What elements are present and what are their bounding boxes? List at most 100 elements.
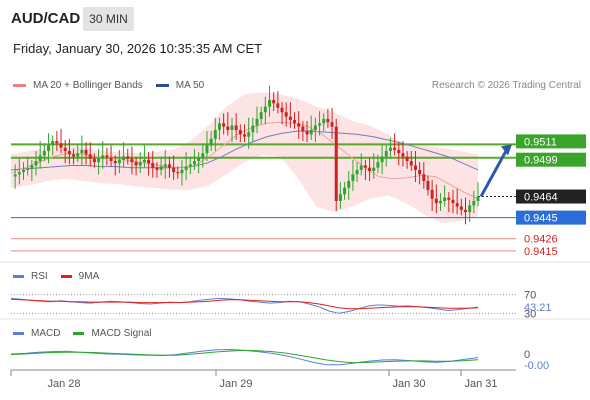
candle-body: [42, 151, 46, 156]
candle-body: [76, 153, 80, 157]
candle-body: [447, 197, 451, 200]
rsi-legend: RSI 9MA: [13, 271, 112, 282]
rsi-9ma-line: [10, 298, 479, 310]
candle-body: [388, 147, 392, 152]
candle-body: [305, 131, 309, 135]
candle-body: [426, 180, 430, 190]
rsi-swatch: [13, 275, 24, 278]
candle-body: [259, 112, 263, 119]
candle-body: [67, 151, 71, 155]
candle-body: [355, 169, 359, 175]
candle-body: [172, 167, 176, 173]
candle-body: [97, 158, 101, 163]
rsi-level-label-30: 30: [524, 308, 536, 320]
candle-body: [251, 125, 255, 133]
legend-item-9ma: 9MA: [60, 271, 100, 282]
macd-swatch: [13, 332, 24, 335]
candle-body: [255, 118, 259, 126]
macd-legend: MACD MACD Signal: [13, 328, 164, 339]
candle-body: [55, 141, 59, 144]
macd-signal-line: [10, 349, 479, 364]
price-tag-0.9511: 0.9511: [524, 136, 557, 148]
candle-body: [205, 145, 209, 154]
candle-body: [343, 187, 347, 195]
candle-body: [438, 200, 442, 204]
rsi-level-label-70: 70: [524, 290, 536, 302]
candle-body: [209, 138, 213, 146]
price-tag-bg-0.9499: [516, 152, 586, 167]
candle-body: [176, 172, 180, 174]
candle-body: [226, 126, 230, 130]
candle-body: [247, 132, 251, 137]
price-tag-0.9445: 0.9445: [524, 213, 558, 225]
legend-item-ma20: MA 20 + Bollinger Bands: [13, 80, 143, 91]
price-tag-0.9499: 0.9499: [524, 155, 558, 167]
candle-body: [184, 166, 188, 170]
price-tag-0.9464: 0.9464: [524, 192, 558, 204]
candle-body: [51, 141, 55, 146]
ma20-swatch: [13, 84, 26, 87]
candle-body: [109, 157, 113, 162]
candle-body: [243, 134, 246, 137]
x-label-jan-29: Jan 29: [219, 378, 252, 390]
candle-body: [401, 153, 405, 157]
candle-body: [122, 156, 126, 160]
candle-body: [272, 99, 276, 104]
candle-body: [293, 119, 297, 124]
candle-body: [334, 126, 338, 201]
legend-label-rsi: RSI: [31, 271, 48, 282]
candle-body: [276, 103, 280, 108]
price-tag-0.9415: 0.9415: [524, 246, 558, 258]
chart-datetime: Friday, January 30, 2026 10:35:35 AM CET: [13, 41, 263, 56]
candle-body: [117, 159, 121, 164]
candle-body: [180, 169, 184, 174]
candle-body: [405, 156, 409, 162]
candle-body: [338, 194, 342, 201]
candle-body: [222, 123, 226, 127]
macd-last-value: -0.00: [524, 360, 549, 372]
price-tag-bg-0.9464: [516, 189, 586, 204]
candle-body: [322, 118, 326, 124]
candle-body: [347, 180, 351, 188]
candle-body: [22, 169, 26, 173]
x-label-jan-30: Jan 30: [392, 378, 425, 390]
legend-label-ma20: MA 20 + Bollinger Bands: [33, 80, 143, 91]
candle-body: [468, 205, 472, 213]
candle-body: [234, 125, 238, 130]
macd-signal-swatch: [73, 332, 85, 335]
candle-body: [38, 155, 42, 162]
candle-body: [230, 125, 234, 130]
candle-body: [151, 163, 155, 168]
candle-body: [217, 123, 221, 130]
candle-body: [372, 167, 376, 172]
candle-body: [263, 106, 267, 113]
candle-body: [26, 168, 30, 170]
ma50-swatch: [155, 84, 169, 87]
main-legend: MA 20 + Bollinger Bands MA 50: [13, 80, 217, 91]
legend-label-9ma: 9MA: [78, 271, 100, 282]
candle-body: [88, 154, 92, 159]
candle-body: [188, 164, 192, 167]
candle-body: [397, 149, 401, 154]
candle-body: [163, 164, 167, 167]
timeframe-badge[interactable]: 30 MIN: [83, 7, 134, 31]
candle-body: [430, 189, 434, 199]
forecast-arrow-head: [501, 144, 512, 156]
candle-body: [472, 200, 476, 206]
candle-body: [443, 197, 447, 201]
x-label-jan-31: Jan 31: [464, 378, 497, 390]
price-tag-bg-0.9445: [516, 210, 586, 225]
candle-body: [297, 123, 301, 127]
candle-body: [326, 118, 330, 123]
legend-label-macd-signal: MACD Signal: [91, 328, 152, 339]
candle-body: [476, 196, 480, 201]
candle-body: [393, 147, 397, 150]
candle-body: [459, 206, 463, 210]
candle-body: [301, 126, 305, 132]
legend-item-macd: MACD: [13, 328, 60, 339]
candle-body: [30, 165, 34, 169]
symbol-title: AUD/CAD: [11, 10, 81, 27]
candle-body: [126, 156, 130, 159]
candle-body: [167, 164, 171, 168]
